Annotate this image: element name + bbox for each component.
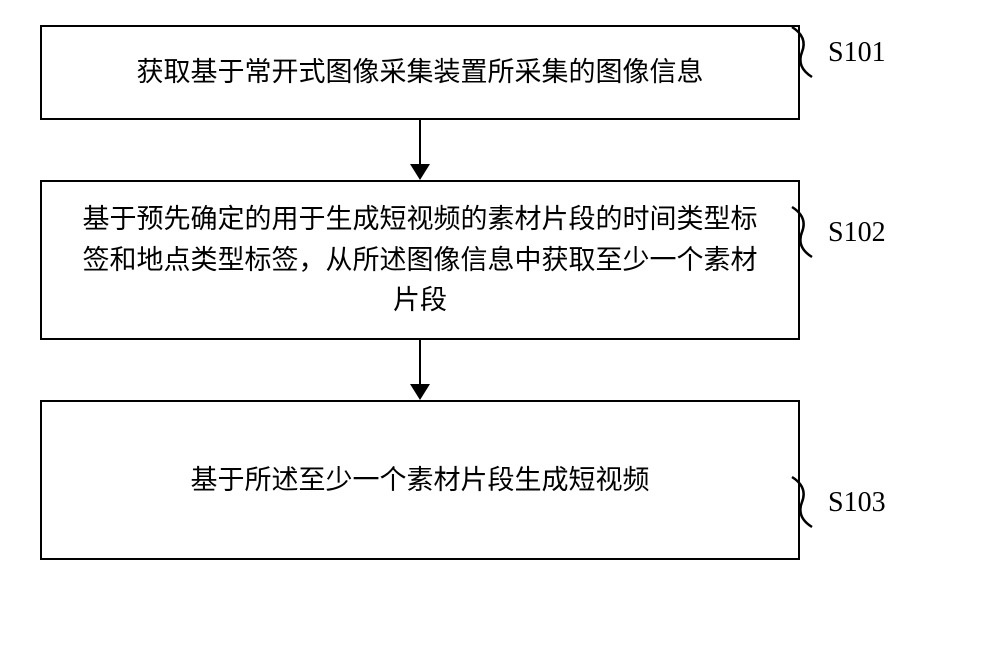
curve-bracket-icon (790, 25, 820, 80)
arrow-2-to-3 (40, 340, 800, 400)
arrow-head (410, 164, 430, 180)
step-2-label: S102 (828, 217, 886, 249)
flowchart-step-3: 基于所述至少一个素材片段生成短视频 (40, 400, 800, 560)
flowchart-step-2: 基于预先确定的用于生成短视频的素材片段的时间类型标签和地点类型标签，从所述图像信… (40, 180, 800, 340)
step-2-label-container: S102 (790, 205, 886, 260)
step-3-text: 基于所述至少一个素材片段生成短视频 (191, 460, 650, 501)
step-1-label-container: S101 (790, 25, 886, 80)
flowchart-step-1: 获取基于常开式图像采集装置所采集的图像信息 (40, 25, 800, 120)
arrow-line (419, 120, 421, 165)
step-2-text: 基于预先确定的用于生成短视频的素材片段的时间类型标签和地点类型标签，从所述图像信… (72, 199, 768, 321)
step-3-label-container: S103 (790, 475, 886, 530)
arrow-line (419, 340, 421, 385)
step-3-label: S103 (828, 487, 886, 519)
step-1-label: S101 (828, 37, 886, 69)
curve-bracket-icon (790, 205, 820, 260)
step-1-text: 获取基于常开式图像采集装置所采集的图像信息 (137, 52, 704, 93)
arrow-1-to-2 (40, 120, 800, 180)
arrow-head (410, 384, 430, 400)
curve-bracket-icon (790, 475, 820, 530)
